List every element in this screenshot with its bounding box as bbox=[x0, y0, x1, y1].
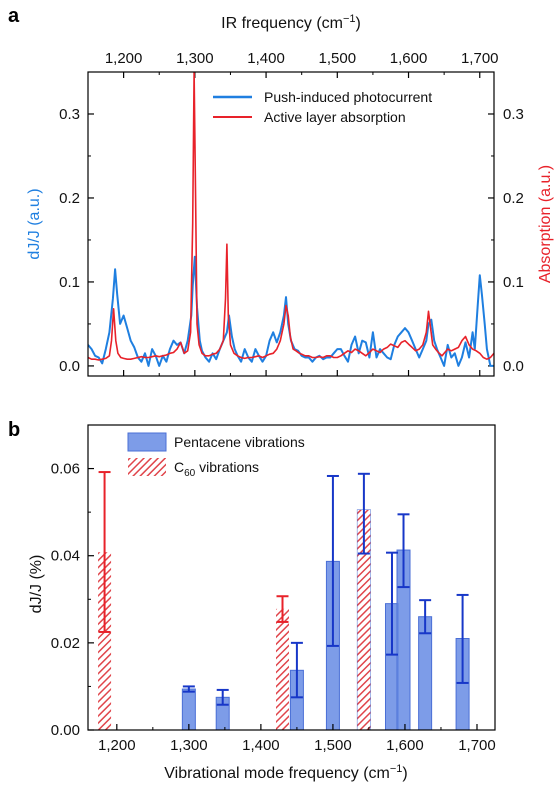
x-tick-label: 1,500 bbox=[314, 737, 352, 754]
legend-swatch-pentacene bbox=[127, 432, 167, 452]
y-tick-label: 0.04 bbox=[51, 548, 80, 565]
c60-error-bar bbox=[276, 595, 289, 623]
panel-b-legend: Pentacene vibrations C60 vibrations bbox=[127, 432, 305, 479]
x-tick-label: 1,400 bbox=[242, 737, 280, 754]
panel-a-plot-frame bbox=[87, 71, 495, 377]
panel-b-y-axis-title: dJ/J (%) bbox=[28, 555, 45, 614]
legend-label-c60: C60 vibrations bbox=[174, 459, 259, 479]
panel-a-letter: a bbox=[8, 5, 20, 27]
panel-a: a IR frequency (cm−1) dJ/J (a.u.) Absorp… bbox=[8, 5, 554, 377]
c60-error-bar bbox=[98, 471, 111, 633]
panel-b: b dJ/J (%) Vibrational mode frequency (c… bbox=[8, 419, 496, 782]
pentacene-error-bar bbox=[397, 513, 410, 589]
y-tick-label: 0.06 bbox=[51, 461, 80, 478]
y-tick-label-left: 0.1 bbox=[59, 274, 80, 291]
y-tick-label-right: 0.3 bbox=[503, 106, 524, 123]
y-tick-label-right: 0.1 bbox=[503, 274, 524, 291]
y-tick-label: 0.00 bbox=[51, 722, 80, 739]
x-tick-label: 1,200 bbox=[98, 737, 136, 754]
panel-b-letter: b bbox=[8, 419, 20, 441]
panel-b-x-axis-title: Vibrational mode frequency (cm−1) bbox=[164, 763, 407, 782]
x-tick-label: 1,300 bbox=[170, 737, 208, 754]
panel-a-ticks: 1,200 1,300 1,400 1,500 1,600 1,700 0.0 0.0 0.1 0… bbox=[59, 50, 524, 376]
pentacene-error-bar bbox=[326, 474, 339, 647]
panel-a-right-axis-title: Absorption (a.u.) bbox=[537, 165, 554, 283]
x-tick-label: 1,600 bbox=[386, 737, 424, 754]
legend-label-pentacene: Pentacene vibrations bbox=[174, 434, 305, 450]
panel-a-left-axis-title: dJ/J (a.u.) bbox=[26, 188, 43, 259]
pentacene-bar bbox=[181, 688, 196, 731]
panel-b-plot-frame bbox=[87, 424, 496, 731]
x-tick-label: 1,300 bbox=[176, 50, 214, 67]
y-tick-label-right: 0.0 bbox=[503, 358, 524, 375]
legend-label-absorption: Active layer absorption bbox=[264, 109, 406, 125]
panel-a-legend: Push-induced photocurrent Active layer a… bbox=[213, 89, 432, 125]
x-tick-label: 1,700 bbox=[458, 737, 496, 754]
x-tick-label: 1,500 bbox=[319, 50, 357, 67]
pentacene-error-bar bbox=[290, 641, 303, 699]
c60-bar bbox=[98, 552, 112, 730]
pentacene-error-bar bbox=[385, 551, 398, 656]
c60-bar bbox=[357, 509, 371, 730]
panel-b-bars bbox=[98, 471, 470, 731]
y-tick-label: 0.02 bbox=[51, 635, 80, 652]
pentacene-error-bar bbox=[216, 688, 229, 706]
legend-label-photocurrent: Push-induced photocurrent bbox=[264, 89, 432, 105]
panel-a-top-axis-title: IR frequency (cm−1) bbox=[221, 13, 361, 32]
pentacene-error-bar bbox=[456, 593, 469, 684]
pentacene-error-bar bbox=[182, 685, 195, 693]
y-tick-label-left: 0.0 bbox=[59, 358, 80, 375]
panel-b-ticks: 1,200 1,300 1,400 1,500 1,600 1,700 0.00 0.02 0.… bbox=[51, 461, 496, 754]
x-tick-label: 1,400 bbox=[247, 50, 285, 67]
x-tick-label: 1,600 bbox=[390, 50, 428, 67]
y-tick-label-left: 0.3 bbox=[59, 106, 80, 123]
pentacene-error-bar bbox=[357, 472, 370, 555]
series-line-push-induced-photocurrent bbox=[88, 255, 494, 367]
x-tick-label: 1,700 bbox=[461, 50, 499, 67]
series-line-active-layer-absorption bbox=[88, 72, 494, 361]
legend-swatch-c60 bbox=[128, 458, 166, 476]
c60-bar bbox=[275, 608, 289, 730]
y-tick-label-right: 0.2 bbox=[503, 190, 524, 207]
pentacene-error-bar bbox=[419, 599, 432, 635]
x-tick-label: 1,200 bbox=[105, 50, 143, 67]
y-tick-label-left: 0.2 bbox=[59, 190, 80, 207]
